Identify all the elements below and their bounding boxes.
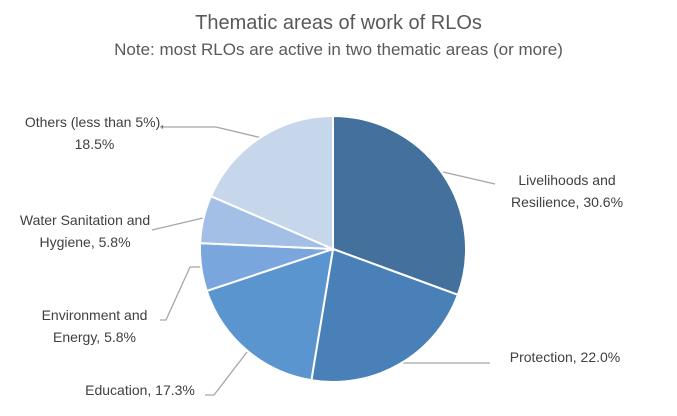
leader-line xyxy=(160,126,263,139)
leader-line xyxy=(442,171,496,185)
leader-lines xyxy=(151,126,496,396)
leader-line xyxy=(205,351,248,396)
pie xyxy=(199,114,467,383)
pie-slice xyxy=(205,247,335,382)
chart-subtitle: Note: most RLOs are active in two themat… xyxy=(114,40,563,59)
leader-line xyxy=(151,217,204,231)
pie-slice xyxy=(310,247,460,383)
data-label: Others (less than 5%), 18.5% xyxy=(24,114,165,152)
data-label: Education, 17.3% xyxy=(85,382,195,398)
chart-title: Thematic areas of work of RLOs xyxy=(195,12,482,34)
leader-line xyxy=(160,266,201,321)
data-label: Livelihoods and Resilience, 30.6% xyxy=(510,172,624,210)
pie-slice xyxy=(332,114,467,297)
data-label: Water Sanitation and Hygiene, 5.8% xyxy=(19,212,151,250)
pie-slice xyxy=(209,114,334,251)
data-label: Environment and Energy, 5.8% xyxy=(41,307,148,345)
data-label: Protection, 22.0% xyxy=(509,349,621,365)
